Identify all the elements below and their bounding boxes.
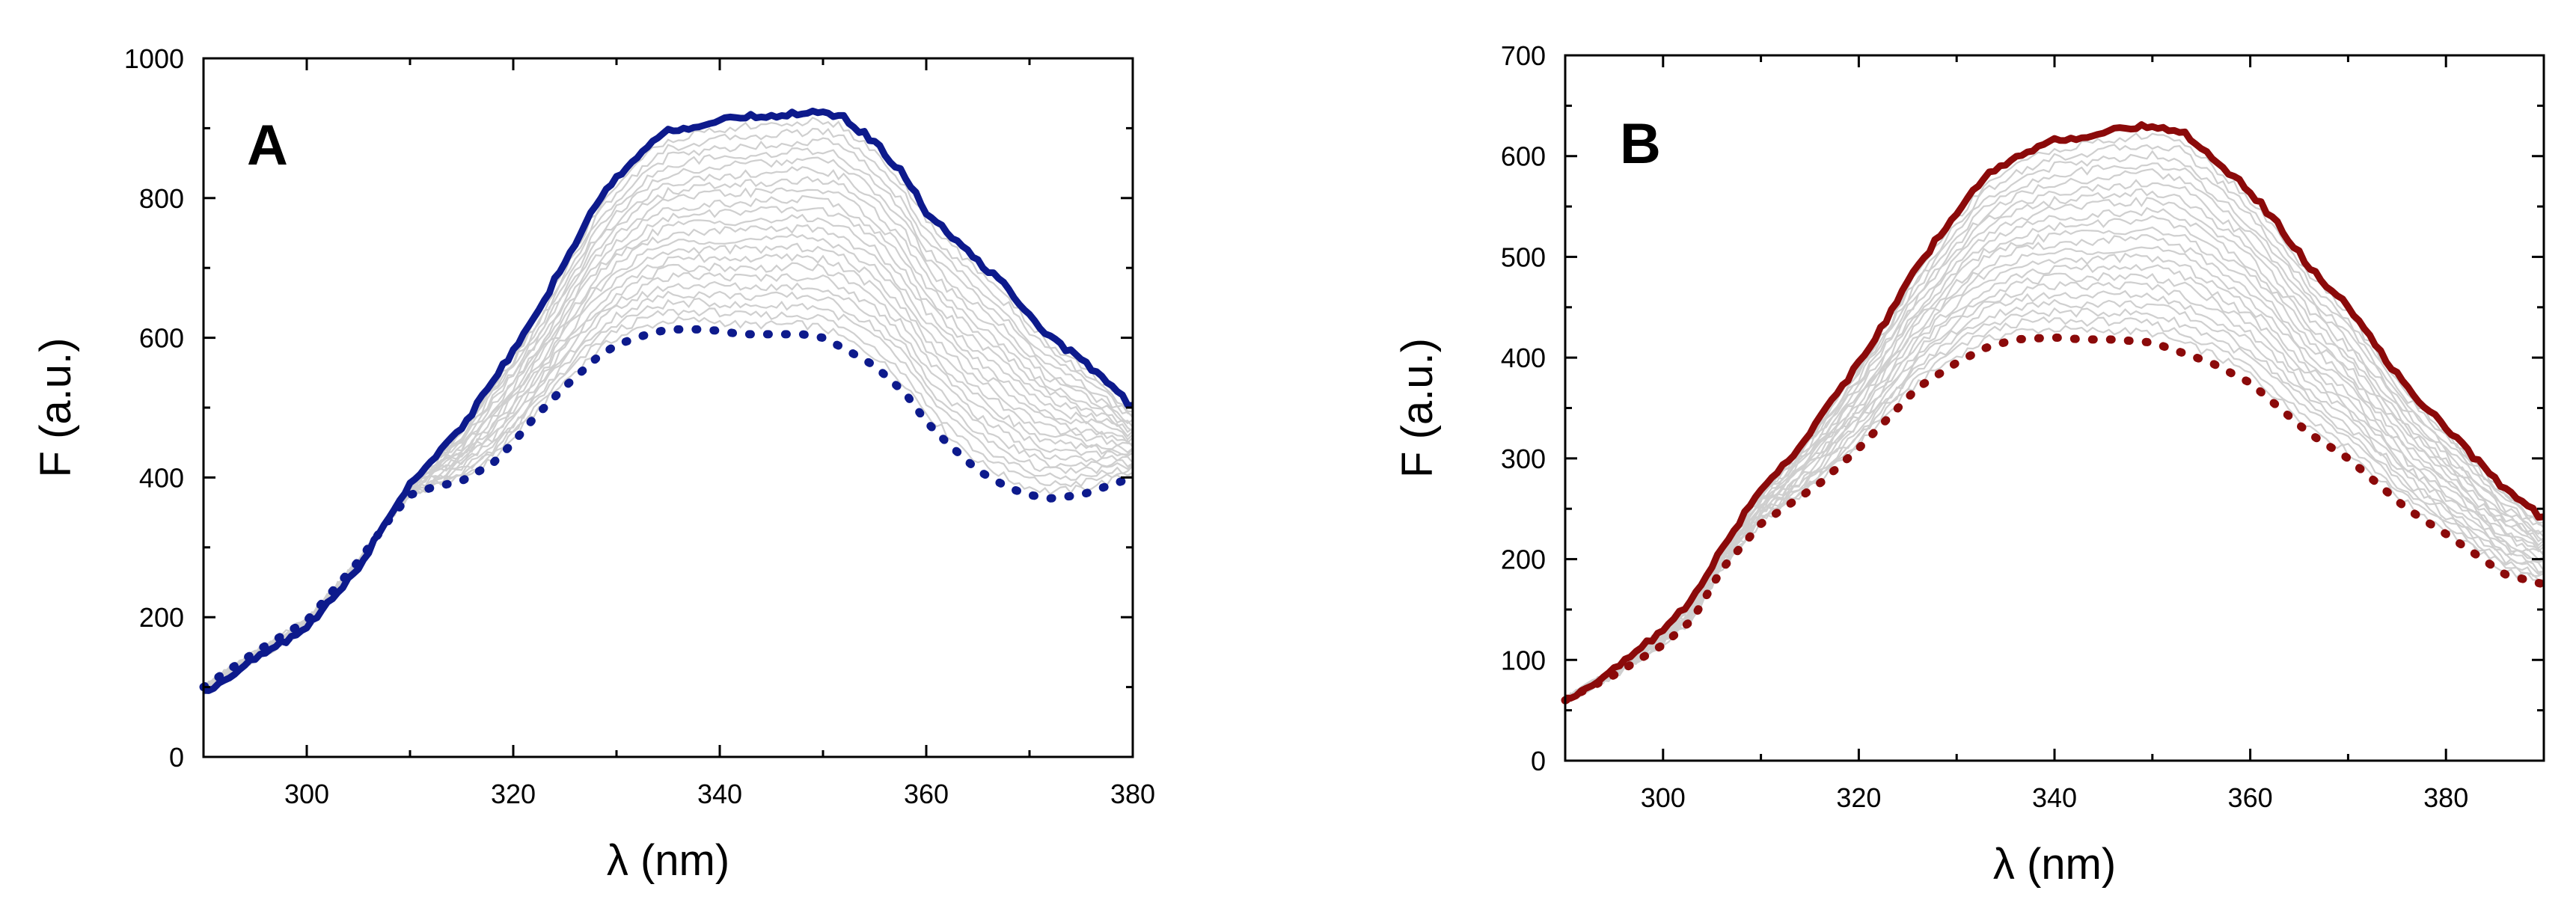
panel-a-x-tick-label: 340 bbox=[697, 779, 742, 809]
panel-b-x-tick-label: 380 bbox=[2423, 782, 2468, 813]
panel-b-x-axis-title: λ (nm) bbox=[1993, 840, 2116, 889]
panel-a-y-tick-label: 1000 bbox=[124, 43, 184, 74]
panel-b-intermediate-spectrum bbox=[1564, 325, 2545, 704]
panel-a-intermediate-spectrum bbox=[203, 280, 1133, 693]
panel-b-y-tick-label: 100 bbox=[1501, 645, 1546, 675]
panel-a-y-tick-label: 800 bbox=[139, 183, 184, 214]
panel-b-y-axis-title: F (a.u.) bbox=[1393, 338, 1442, 478]
panel-a-intermediate-spectra bbox=[203, 116, 1133, 696]
panel-b-intermediate-spectrum bbox=[1564, 162, 2545, 699]
panel-a-x-tick-label: 360 bbox=[904, 779, 949, 809]
panel-a-label: A bbox=[247, 114, 288, 177]
panel-a-x-tick-label: 380 bbox=[1110, 779, 1155, 809]
panel-a-x-tick-label: 300 bbox=[284, 779, 329, 809]
panel-b-y-tick-label: 200 bbox=[1501, 545, 1546, 575]
panel-b-series-max-line bbox=[1564, 121, 2545, 702]
panel-a-series bbox=[199, 107, 1137, 694]
panel-b-intermediate-spectrum bbox=[1564, 179, 2545, 699]
panel-a-series-min-line bbox=[199, 325, 1137, 692]
panel-a-series-max-line bbox=[203, 107, 1133, 694]
panel-b-x-tick-label: 300 bbox=[1641, 782, 1686, 813]
panel-b-intermediate-spectra bbox=[1564, 132, 2545, 705]
panel-b-intermediate-spectrum bbox=[1564, 206, 2545, 702]
panel-a-x-axis-title: λ (nm) bbox=[607, 836, 729, 885]
panel-b-chart: 300 320 340 360 380 0 100 200 300 400 500 600 700 λ … bbox=[1393, 40, 2548, 889]
panel-b-y-tick-label: 700 bbox=[1501, 40, 1546, 71]
panel-b-axis-ticks: 300 320 340 360 380 0 100 200 300 400 500 600 700 bbox=[1501, 40, 2545, 813]
panel-a-x-tick-label: 320 bbox=[491, 779, 536, 809]
panel-a-intermediate-spectrum bbox=[203, 307, 1133, 693]
panel-b-intermediate-spectrum bbox=[1564, 188, 2545, 699]
panel-a-intermediate-spectrum bbox=[203, 213, 1133, 691]
panel-b-y-tick-label: 500 bbox=[1501, 242, 1546, 272]
panel-b-plot-frame bbox=[1564, 54, 2545, 762]
panel-a-axis-ticks: 300 320 340 360 380 0 200 400 600 800 1000 bbox=[124, 43, 1155, 809]
panel-b-y-tick-label: 300 bbox=[1501, 444, 1546, 474]
panel-a-y-tick-label: 200 bbox=[139, 602, 184, 633]
panel-b-intermediate-spectrum bbox=[1564, 263, 2545, 702]
panel-b-intermediate-spectrum bbox=[1564, 272, 2545, 705]
panel-a-intermediate-spectrum bbox=[203, 262, 1133, 693]
panel-b-intermediate-spectrum bbox=[1564, 226, 2545, 702]
panel-a-y-tick-label: 600 bbox=[139, 323, 184, 354]
panel-a-intermediate-spectrum bbox=[203, 187, 1133, 692]
panel-b-intermediate-spectrum bbox=[1564, 234, 2545, 702]
panel-b-series-min-line bbox=[1561, 333, 2548, 705]
panel-a-y-tick-label: 0 bbox=[169, 742, 184, 773]
panel-b-label: B bbox=[1620, 112, 1661, 176]
panel-b-x-tick-label: 320 bbox=[1836, 782, 1881, 813]
panel-a-y-tick-label: 400 bbox=[139, 462, 184, 493]
panel-b-intermediate-spectrum bbox=[1564, 289, 2545, 705]
panel-a-intermediate-spectrum bbox=[203, 297, 1133, 691]
panel-a-intermediate-spectrum bbox=[203, 116, 1133, 695]
panel-b-y-tick-label: 400 bbox=[1501, 343, 1546, 373]
panel-b-x-tick-label: 360 bbox=[2228, 782, 2273, 813]
panel-b-intermediate-spectrum bbox=[1564, 280, 2545, 699]
panel-b-series bbox=[1561, 121, 2548, 705]
panel-a-plot-frame bbox=[202, 57, 1134, 758]
panel-a-y-axis-title: F (a.u.) bbox=[31, 338, 80, 478]
panel-b-x-tick-label: 340 bbox=[2032, 782, 2077, 813]
panel-b-y-tick-label: 0 bbox=[1531, 746, 1546, 776]
panel-b-y-tick-label: 600 bbox=[1501, 141, 1546, 172]
